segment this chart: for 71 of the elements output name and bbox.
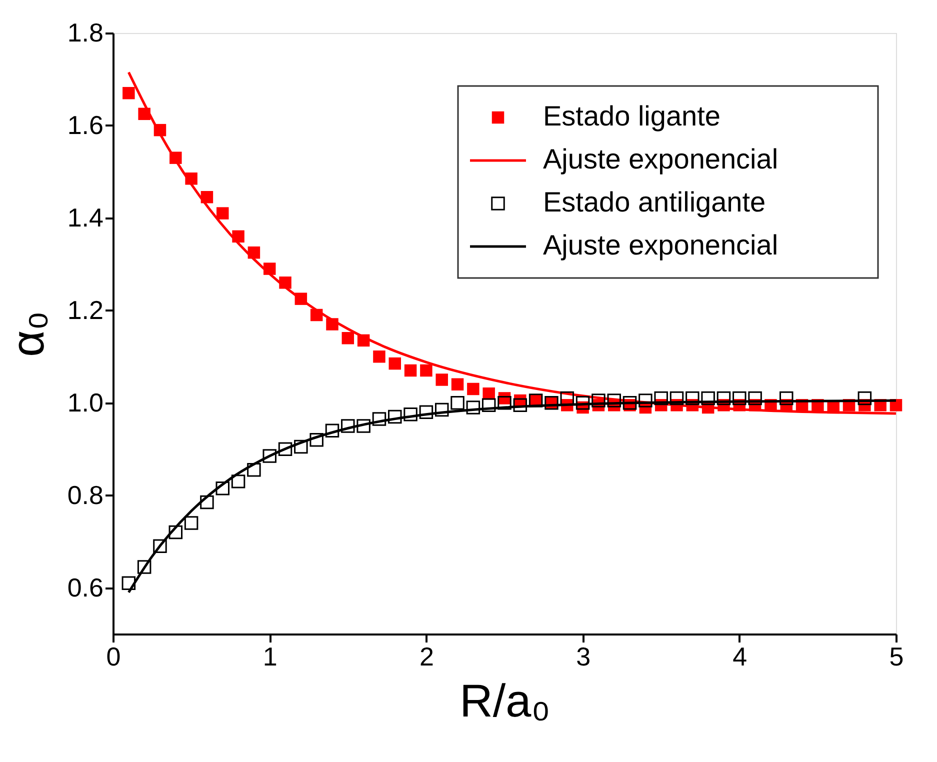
y-tick-label: 1.4: [67, 202, 104, 232]
point: [184, 516, 198, 530]
y-tick-label: 0.8: [67, 480, 104, 510]
x-tick-label: 2: [419, 642, 434, 672]
x-tick-label: 0: [106, 642, 121, 672]
point: [262, 449, 276, 463]
point: [622, 396, 637, 410]
point: [592, 394, 606, 408]
point: [780, 391, 794, 406]
point: [560, 391, 574, 406]
point: [388, 410, 402, 424]
point: [372, 412, 386, 426]
point: [122, 576, 136, 590]
legend-label: Estado ligante: [543, 100, 720, 132]
point: [576, 396, 590, 410]
point: [451, 378, 464, 390]
point: [716, 391, 731, 406]
point: [607, 394, 621, 408]
point: [450, 396, 464, 410]
y-tick-label: 1.6: [67, 110, 104, 140]
y-tick-label: 1.8: [67, 18, 104, 48]
point: [748, 391, 762, 406]
point: [231, 474, 246, 488]
point: [278, 442, 292, 456]
x-tick-label: 3: [576, 642, 591, 672]
point: [482, 398, 496, 412]
point: [342, 332, 354, 344]
point: [216, 207, 229, 220]
point: [420, 364, 432, 377]
legend-label: Ajuste exponencial: [543, 230, 778, 260]
point: [654, 391, 668, 406]
point: [466, 400, 480, 414]
x-axis-title: R/a₀: [460, 674, 550, 726]
point: [890, 399, 902, 412]
point: [434, 402, 449, 417]
y-axis-title: α₀: [1, 311, 54, 357]
legend-label: Ajuste exponencial: [543, 144, 778, 174]
point: [122, 86, 135, 100]
x-tick-label: 4: [732, 642, 748, 672]
point: [732, 391, 746, 406]
point: [404, 408, 418, 422]
y-tick-label: 0.6: [67, 572, 104, 602]
point: [670, 391, 684, 406]
point: [137, 560, 152, 574]
point: [388, 357, 402, 370]
point: [216, 482, 230, 496]
point: [419, 405, 434, 419]
point: [638, 394, 652, 408]
point: [701, 391, 715, 406]
y-tick-label: 1.0: [67, 387, 104, 418]
point: [325, 424, 340, 438]
point: [200, 495, 214, 510]
point: [168, 525, 183, 540]
x-tick-label: 1: [262, 642, 278, 672]
point: [467, 382, 480, 396]
point: [153, 539, 167, 554]
point: [247, 463, 261, 477]
point: [310, 432, 324, 447]
x-tick-label: 5: [889, 642, 904, 672]
point: [686, 391, 700, 406]
point: [404, 364, 417, 377]
y-tick-label: 1.2: [67, 294, 104, 325]
point: [858, 391, 872, 406]
point: [341, 419, 355, 433]
point: [513, 398, 528, 412]
point: [436, 374, 448, 386]
legend-label: Estado antiligante: [543, 186, 766, 218]
point: [356, 419, 370, 433]
point: [373, 350, 386, 363]
point: [294, 440, 308, 454]
point: [498, 396, 512, 410]
